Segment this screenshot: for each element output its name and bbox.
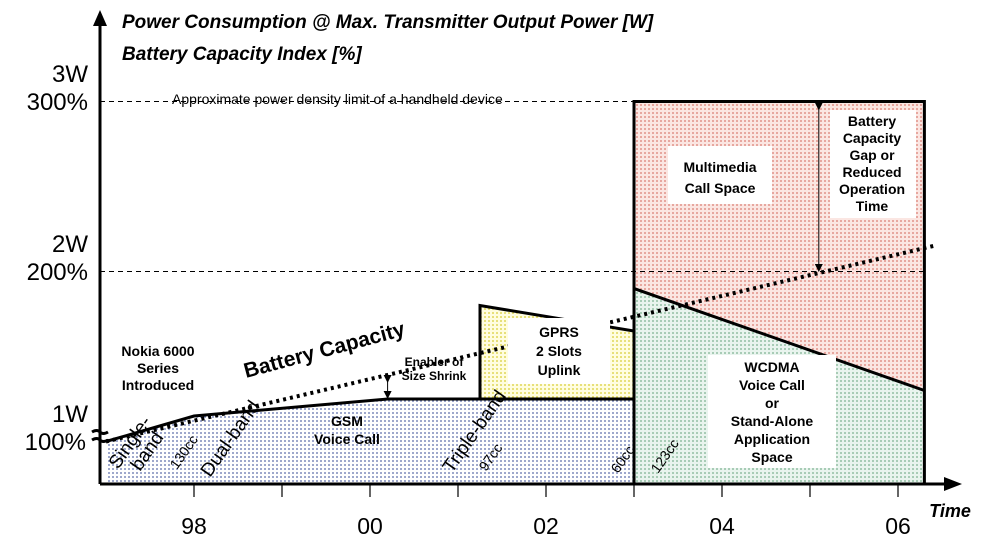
wcdma-line-2: Voice Call xyxy=(739,377,805,393)
battery-capacity-line xyxy=(105,244,934,444)
ytick-300pct: 300% xyxy=(27,89,88,116)
chart-title-line-2: Battery Capacity Index [%] xyxy=(122,44,362,65)
gap-line-2: Capacity xyxy=(843,130,902,146)
gsm-line-2: Voice Call xyxy=(314,431,380,447)
gprs-line-2: 2 Slots xyxy=(536,343,582,359)
nokia-line-2: Series xyxy=(137,360,179,376)
ytick-3w: 3W xyxy=(52,61,88,88)
wcdma-label: WCDMA Voice Call or Stand-Alone Applicat… xyxy=(731,359,814,465)
multimedia-line-2: Call Space xyxy=(685,180,756,196)
xtick-02: 02 xyxy=(533,513,559,539)
gsm-label: GSM Voice Call xyxy=(314,413,380,447)
xtick-98: 98 xyxy=(181,513,207,539)
gsm-region xyxy=(106,399,634,484)
gprs-line-1: GPRS xyxy=(539,324,579,340)
chart-title-line-1: Power Consumption @ Max. Transmitter Out… xyxy=(122,12,654,33)
gap-line-3: Gap or xyxy=(849,147,895,163)
gsm-envelope-line xyxy=(105,397,634,443)
enabler-line-2: Size Shrink xyxy=(402,369,467,383)
wcdma-line-5: Application xyxy=(734,431,810,447)
nokia-line-1: Nokia 6000 xyxy=(121,343,194,359)
gap-line-5: Operation xyxy=(839,181,905,197)
gprs-label-box xyxy=(508,318,610,384)
wcdma-line xyxy=(633,287,925,392)
gap-line-1: Battery xyxy=(848,113,896,129)
x-axis-arrow-icon xyxy=(944,477,962,491)
gap-line-4: Reduced xyxy=(842,164,901,180)
gprs-line-3: Uplink xyxy=(538,362,581,378)
enabler-label: Enabler of Size Shrink xyxy=(402,355,467,383)
gap-line-6: Time xyxy=(856,198,889,214)
x-axis-label: Time xyxy=(929,501,971,521)
multimedia-label: Multimedia Call Space xyxy=(683,159,756,196)
battery-capacity-label: Battery Capacity xyxy=(241,318,407,383)
nokia-line-3: Introduced xyxy=(122,377,194,393)
xtick-00: 00 xyxy=(357,513,383,539)
ytick-1w: 1W xyxy=(52,401,88,428)
power-limit-text: Approximate power density limit of a han… xyxy=(172,91,503,107)
wcdma-label-box xyxy=(708,355,836,468)
axis-break-icon xyxy=(91,429,109,443)
multimedia-label-box xyxy=(668,146,772,204)
xtick-06: 06 xyxy=(885,513,911,539)
ytick-100pct: 100% xyxy=(25,429,86,456)
gap-label-box xyxy=(830,110,916,218)
ytick-2w: 2W xyxy=(52,231,88,258)
xtick-04: 04 xyxy=(709,513,735,539)
wcdma-line-1: WCDMA xyxy=(744,359,799,375)
ytick-200pct: 200% xyxy=(27,259,88,286)
x-axis-ticks xyxy=(193,484,899,497)
wcdma-line-4: Stand-Alone xyxy=(731,413,814,429)
gprs-label: GPRS 2 Slots Uplink xyxy=(536,324,582,378)
wcdma-line-6: Space xyxy=(751,449,792,465)
nokia-label: Nokia 6000 Series Introduced xyxy=(121,343,194,393)
enabler-line-1: Enabler of xyxy=(405,355,465,369)
gsm-line-1: GSM xyxy=(331,413,363,429)
wcdma-line-3: or xyxy=(765,395,780,411)
y-axis-arrow-icon xyxy=(93,10,107,26)
battery-gap-label: Battery Capacity Gap or Reduced Operatio… xyxy=(839,113,905,214)
multimedia-line-1: Multimedia xyxy=(683,159,756,175)
